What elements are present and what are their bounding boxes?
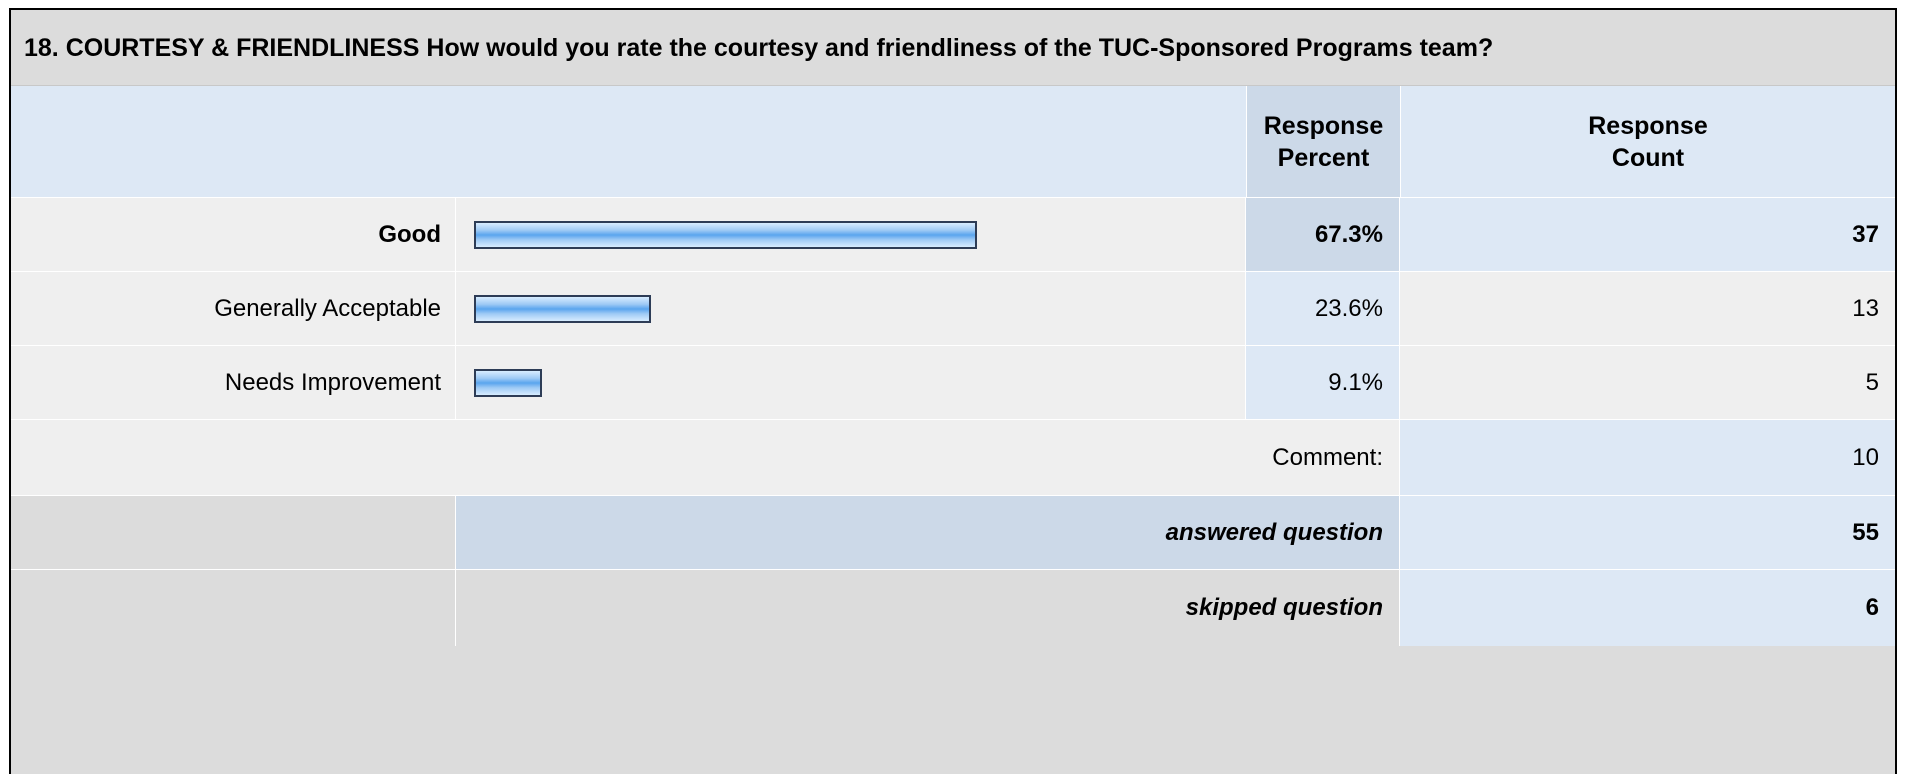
response-percent: 23.6% <box>1246 272 1400 345</box>
skipped-question-label: skipped question <box>456 570 1400 646</box>
survey-question-table: 18. COURTESY & FRIENDLINESS How would yo… <box>9 8 1897 774</box>
bar-needs-improvement <box>474 369 542 397</box>
bar-cell <box>456 346 1246 419</box>
response-percent-header: Response Percent <box>1246 86 1400 197</box>
answer-row-generally-acceptable: Generally Acceptable 23.6% 13 <box>11 272 1895 346</box>
comment-count: 10 <box>1400 420 1895 495</box>
response-count-header-line2: Count <box>1611 143 1685 172</box>
comment-label: Comment: <box>11 420 1400 495</box>
bar-good <box>474 221 977 249</box>
answer-label: Needs Improvement <box>11 346 456 419</box>
question-title: 18. COURTESY & FRIENDLINESS How would yo… <box>24 34 1494 62</box>
bar-cell <box>456 198 1246 271</box>
bar-cell <box>456 272 1246 345</box>
header-blank <box>11 86 1246 197</box>
answer-label: Generally Acceptable <box>11 272 456 345</box>
answered-question-count: 55 <box>1400 496 1895 569</box>
response-count-header: Response Count <box>1400 86 1895 197</box>
bar-generally-acceptable <box>474 295 651 323</box>
response-count: 5 <box>1400 346 1895 419</box>
response-percent: 9.1% <box>1246 346 1400 419</box>
answer-label: Good <box>11 198 456 271</box>
skipped-question-row: skipped question 6 <box>11 570 1895 646</box>
header-row: Response Percent Response Count <box>11 86 1895 198</box>
answer-row-needs-improvement: Needs Improvement 9.1% 5 <box>11 346 1895 420</box>
response-percent-header-line1: Response <box>1263 111 1384 140</box>
comment-row: Comment: 10 <box>11 420 1895 496</box>
answer-row-good: Good 67.3% 37 <box>11 198 1895 272</box>
response-percent: 67.3% <box>1246 198 1400 271</box>
answered-blank <box>11 496 456 569</box>
answered-question-row: answered question 55 <box>11 496 1895 570</box>
response-percent-header-line2: Percent <box>1277 143 1370 172</box>
response-count: 13 <box>1400 272 1895 345</box>
response-count-header-line1: Response <box>1588 111 1708 140</box>
response-count: 37 <box>1400 198 1895 271</box>
answered-question-label: answered question <box>456 496 1400 569</box>
skipped-question-count: 6 <box>1400 570 1895 646</box>
question-title-row: 18. COURTESY & FRIENDLINESS How would yo… <box>11 10 1895 86</box>
skipped-blank <box>11 570 456 646</box>
